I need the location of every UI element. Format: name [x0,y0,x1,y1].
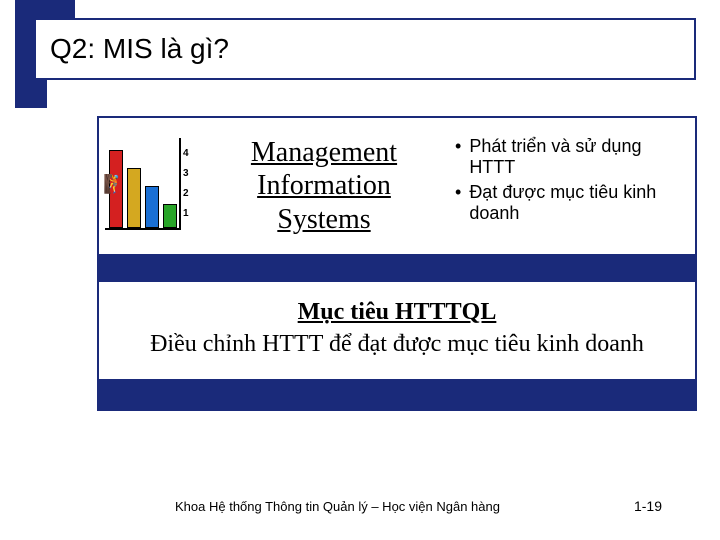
tick-label: 4 [183,148,189,159]
page-number: 1-19 [634,498,662,514]
tick-label: 1 [183,208,189,219]
goal-body: Điều chỉnh HTTT để đạt được mục tiêu kin… [119,328,675,360]
goal-row: Mục tiêu HTTTQL Điều chỉnh HTTT để đạt đ… [97,282,697,381]
slide-title: Q2: MIS là gì? [50,33,229,65]
tick-label: 2 [183,188,189,199]
mis-line: Management [199,136,449,170]
bullet-text: Đạt được mục tiêu kinh doanh [469,182,687,224]
tick-label: 3 [183,168,189,179]
bullet-item: •Đạt được mục tiêu kinh doanh [453,182,687,224]
definition-row: 4 3 2 1 🧗 Management Information Systems… [97,116,697,256]
clipart-chart: 4 3 2 1 🧗 [99,118,199,254]
slide-footer: Khoa Hệ thống Thông tin Quản lý – Học vi… [0,498,720,514]
goal-heading: Mục tiêu HTTTQL [298,299,497,325]
bullet-text: Phát triển và sử dụng HTTT [469,136,687,178]
content-area: 4 3 2 1 🧗 Management Information Systems… [97,116,697,411]
title-box: Q2: MIS là gì? [34,18,696,80]
mis-line: Information [199,169,449,203]
divider-bar [97,254,697,282]
divider-bar [97,381,697,411]
person-icon: 🧗 [103,174,125,195]
slide: Q2: MIS là gì? 4 3 2 1 🧗 [0,0,720,540]
mis-line: Systems [199,203,449,237]
footer-dept: Khoa Hệ thống Thông tin Quản lý – Học vi… [175,499,500,514]
mis-acronym: Management Information Systems [199,118,449,254]
bullet-item: •Phát triển và sử dụng HTTT [453,136,687,178]
bullet-list: •Phát triển và sử dụng HTTT •Đạt được mụ… [449,118,695,254]
